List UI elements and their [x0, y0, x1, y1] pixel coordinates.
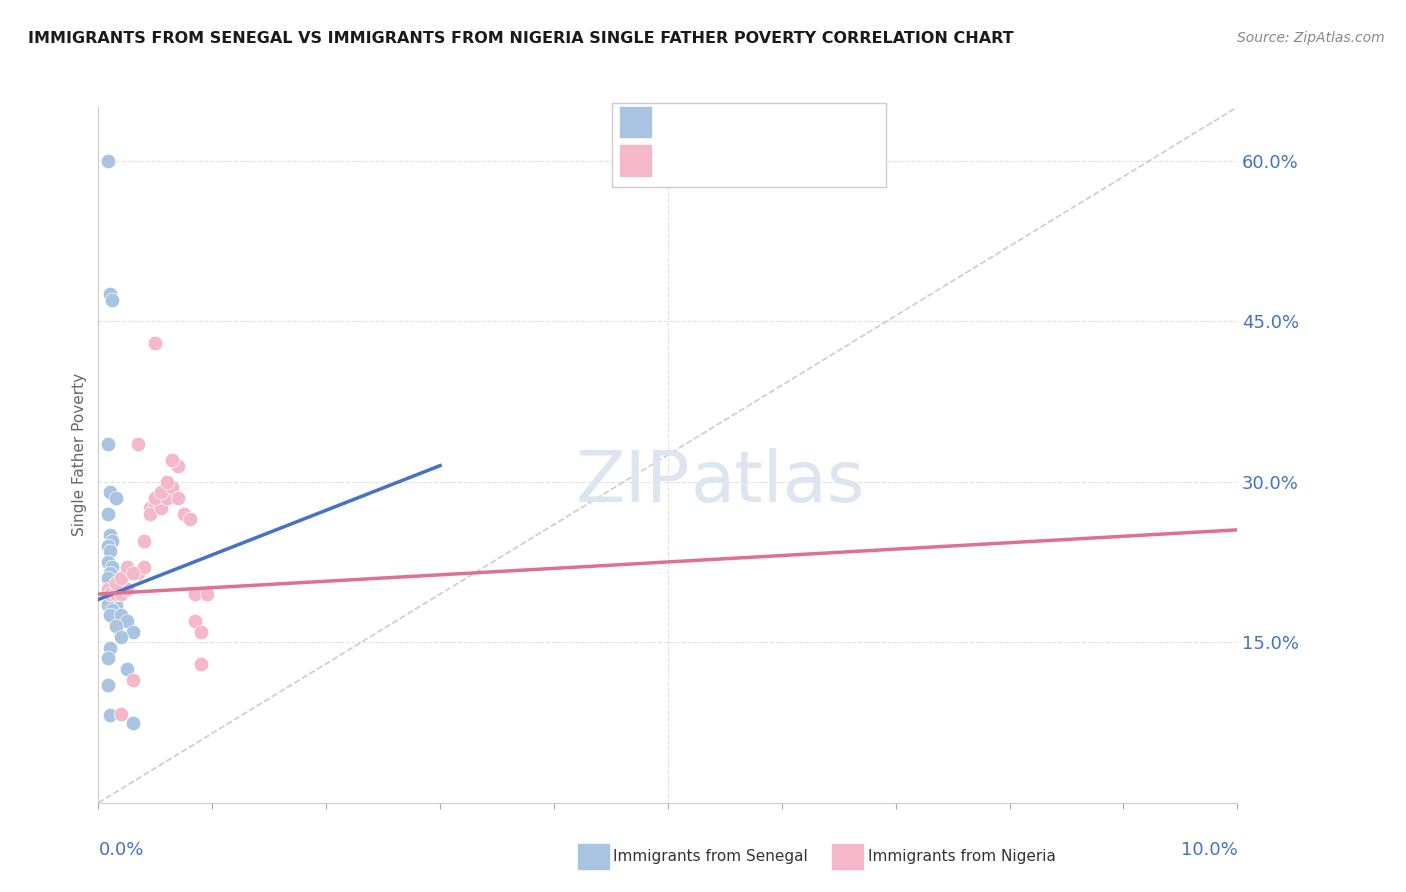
Point	[98, 608, 121, 623]
Point	[162, 480, 184, 494]
Point	[115, 582, 138, 596]
Text: 36: 36	[801, 113, 824, 131]
Point	[104, 619, 127, 633]
Point	[121, 673, 143, 687]
Point	[145, 496, 167, 510]
Point	[190, 624, 212, 639]
Text: 0.148: 0.148	[699, 152, 751, 169]
Point	[156, 475, 179, 489]
Point	[98, 587, 121, 601]
Point	[96, 598, 118, 612]
Point	[121, 566, 143, 580]
Point	[145, 335, 167, 350]
Text: 10.0%: 10.0%	[1181, 841, 1237, 859]
Point	[132, 560, 155, 574]
Point	[96, 571, 118, 585]
Text: atlas: atlas	[690, 449, 865, 517]
Text: IMMIGRANTS FROM SENEGAL VS IMMIGRANTS FROM NIGERIA SINGLE FATHER POVERTY CORRELA: IMMIGRANTS FROM SENEGAL VS IMMIGRANTS FR…	[28, 31, 1014, 46]
Point	[101, 560, 124, 574]
Point	[96, 678, 118, 692]
Point	[101, 293, 124, 307]
Point	[101, 533, 124, 548]
Point	[101, 587, 124, 601]
Point	[162, 453, 184, 467]
Point	[110, 630, 132, 644]
Point	[121, 715, 143, 730]
Point	[110, 582, 132, 596]
Point	[104, 576, 127, 591]
Point	[96, 539, 118, 553]
Point	[96, 651, 118, 665]
Point	[121, 566, 143, 580]
Text: N =: N =	[763, 113, 800, 131]
Point	[156, 491, 179, 505]
Y-axis label: Single Father Poverty: Single Father Poverty	[72, 374, 87, 536]
Point	[96, 437, 118, 451]
Point	[98, 592, 121, 607]
Point	[184, 587, 207, 601]
Point	[98, 640, 121, 655]
Text: R =: R =	[658, 152, 695, 169]
Point	[98, 566, 121, 580]
Point	[127, 437, 149, 451]
Text: 0.253: 0.253	[699, 113, 751, 131]
Point	[101, 603, 124, 617]
Point	[96, 153, 118, 168]
Point	[127, 566, 149, 580]
Point	[173, 507, 195, 521]
Point	[132, 533, 155, 548]
Point	[115, 662, 138, 676]
Point	[115, 560, 138, 574]
Point	[96, 507, 118, 521]
Point	[96, 555, 118, 569]
Point	[121, 624, 143, 639]
Point	[115, 614, 138, 628]
Point	[167, 491, 190, 505]
Point	[98, 485, 121, 500]
Point	[104, 491, 127, 505]
Point	[98, 287, 121, 301]
Point	[96, 582, 118, 596]
Point	[145, 491, 167, 505]
Text: 36: 36	[801, 152, 824, 169]
Text: N =: N =	[763, 152, 800, 169]
Point	[167, 458, 190, 473]
Point	[104, 587, 127, 601]
Text: Source: ZipAtlas.com: Source: ZipAtlas.com	[1237, 31, 1385, 45]
Point	[190, 657, 212, 671]
Point	[96, 587, 118, 601]
Text: R =: R =	[658, 113, 695, 131]
Point	[98, 708, 121, 723]
Point	[138, 501, 160, 516]
Text: Immigrants from Senegal: Immigrants from Senegal	[613, 849, 808, 863]
Point	[98, 544, 121, 558]
Text: ZIP: ZIP	[576, 449, 690, 517]
Point	[179, 512, 201, 526]
Point	[110, 571, 132, 585]
Point	[98, 582, 121, 596]
Text: Immigrants from Nigeria: Immigrants from Nigeria	[868, 849, 1056, 863]
Point	[195, 587, 218, 601]
Point	[98, 528, 121, 542]
Point	[104, 598, 127, 612]
Point	[184, 614, 207, 628]
Point	[150, 501, 173, 516]
Point	[138, 507, 160, 521]
Point	[104, 576, 127, 591]
Point	[110, 608, 132, 623]
Text: 0.0%: 0.0%	[98, 841, 143, 859]
Point	[150, 485, 173, 500]
Point	[110, 587, 132, 601]
Point	[110, 706, 132, 721]
